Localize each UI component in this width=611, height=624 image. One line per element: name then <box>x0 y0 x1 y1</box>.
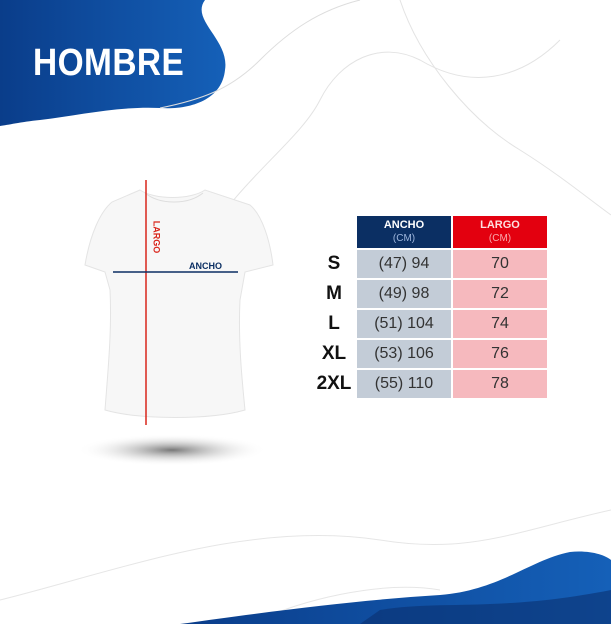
size-label: S <box>327 253 341 274</box>
header-label: LARGO <box>480 219 520 231</box>
size-label: M <box>326 283 342 304</box>
shirt-shadow <box>77 434 267 466</box>
largo-cell: 74 <box>453 310 547 338</box>
header-largo: LARGO (CM) <box>453 216 547 248</box>
largo-cell: 72 <box>453 280 547 308</box>
header-unit: (CM) <box>392 233 416 244</box>
length-label: LARGO <box>151 220 162 254</box>
ancho-cell: (55) 110 <box>357 370 451 398</box>
ancho-cell: (53) 106 <box>357 340 451 368</box>
largo-cell: 78 <box>453 370 547 398</box>
largo-cell: 76 <box>453 340 547 368</box>
size-label: XL <box>321 343 347 364</box>
size-label: 2XL <box>316 373 352 394</box>
ancho-cell: (51) 104 <box>357 310 451 338</box>
ancho-cell: (49) 98 <box>357 280 451 308</box>
tshirt <box>84 189 274 418</box>
ancho-cell: (47) 94 <box>357 250 451 278</box>
page-title: HOMBRE <box>33 42 185 84</box>
width-label: ANCHO <box>189 261 222 271</box>
largo-cell: 70 <box>453 250 547 278</box>
size-label: L <box>328 313 340 334</box>
header-ancho: ANCHO (CM) <box>357 216 451 248</box>
header-unit: (CM) <box>488 233 512 244</box>
header-label: ANCHO <box>383 219 425 231</box>
header-blob <box>0 0 226 126</box>
